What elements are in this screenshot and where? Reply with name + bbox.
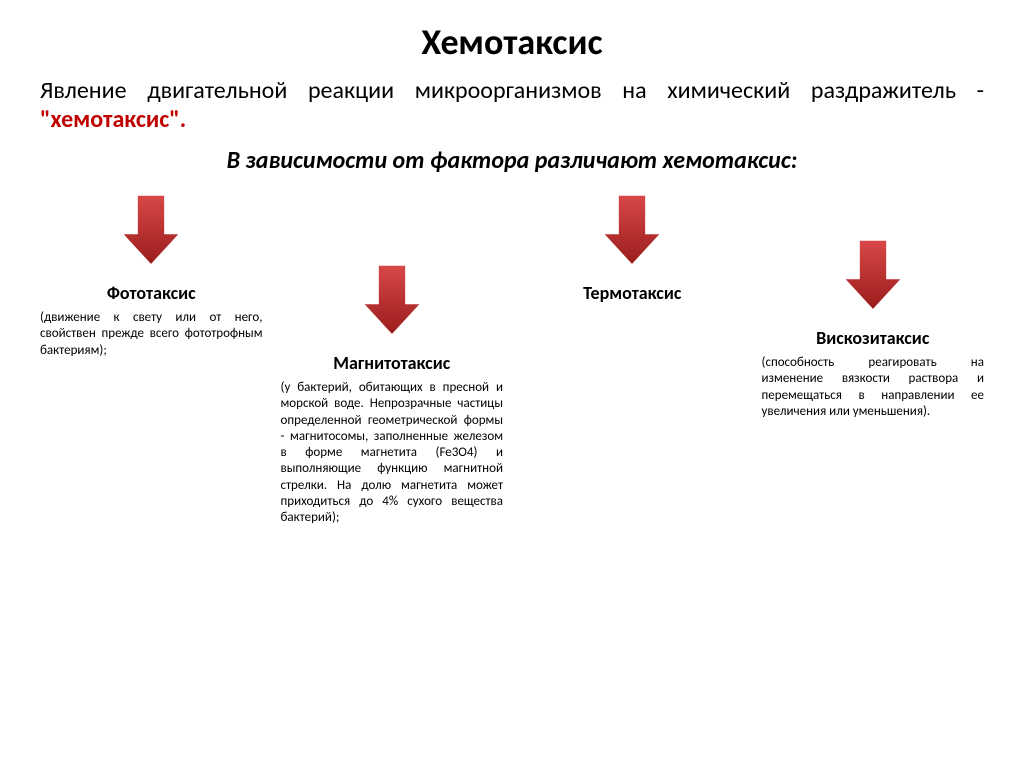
column-title: Термотаксис [583, 282, 681, 304]
subtitle: В зависимости от фактора различают хемот… [40, 146, 984, 175]
arrow-icon [844, 240, 902, 315]
column-title: Вискозитаксис [816, 327, 929, 349]
definition-paragraph: Явление двигательной реакции микрооргани… [40, 76, 984, 134]
arrow-icon [363, 265, 421, 340]
columns-container: Фототаксис (движение к свету или от него… [40, 195, 984, 526]
column-viscositaxis: Вискозитаксис (способность реагировать н… [762, 240, 985, 526]
column-title: Магнитотаксис [333, 352, 450, 374]
column-thermotaxis: Термотаксис [521, 195, 744, 526]
column-title: Фототаксис [107, 282, 196, 304]
column-desc: (движение к свету или от него, свойствен… [40, 310, 263, 359]
definition-highlight: "хемотаксис". [40, 105, 186, 134]
definition-prefix: Явление двигательной реакции микрооргани… [40, 76, 984, 105]
arrow-icon [603, 195, 661, 270]
column-desc: (у бактерий, обитающих в пресной и морск… [281, 380, 504, 526]
column-phototaxis: Фототаксис (движение к свету или от него… [40, 195, 263, 526]
page-title: Хемотаксис [40, 20, 984, 64]
arrow-icon [122, 195, 180, 270]
column-desc: (способность реагировать на изменение вя… [762, 355, 985, 420]
column-magnetotaxis: Магнитотаксис (у бактерий, обитающих в п… [281, 265, 504, 526]
